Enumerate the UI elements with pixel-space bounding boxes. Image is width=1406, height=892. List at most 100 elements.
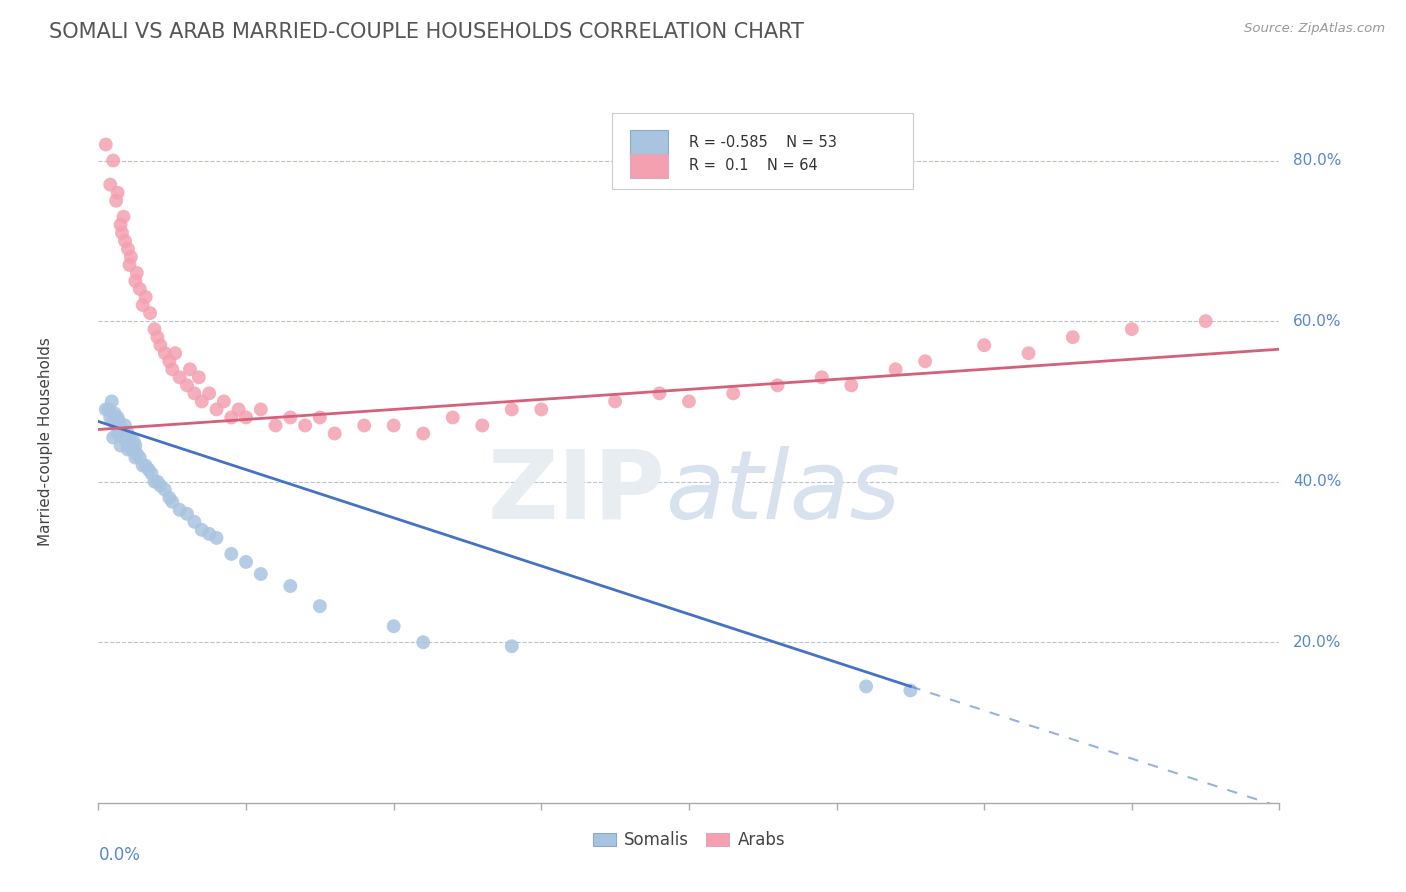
Point: [382, 418, 405, 433]
Point: [810, 370, 832, 384]
Point: [264, 418, 287, 433]
Point: [121, 442, 143, 457]
Point: [124, 274, 146, 288]
Point: [169, 502, 191, 516]
Point: [135, 458, 157, 473]
Point: [221, 547, 243, 561]
FancyBboxPatch shape: [630, 153, 668, 178]
Point: [157, 491, 180, 505]
Point: [128, 450, 150, 465]
Point: [766, 378, 789, 392]
Legend: Somalis, Arabs: Somalis, Arabs: [586, 824, 792, 856]
Point: [198, 526, 221, 541]
Point: [900, 683, 922, 698]
Point: [205, 402, 228, 417]
Point: [114, 234, 136, 248]
Text: ZIP: ZIP: [488, 446, 665, 539]
Text: 20.0%: 20.0%: [1294, 635, 1341, 649]
Point: [100, 394, 122, 409]
Point: [112, 210, 135, 224]
Point: [1062, 330, 1084, 344]
Text: 80.0%: 80.0%: [1294, 153, 1341, 168]
Point: [120, 438, 142, 452]
FancyBboxPatch shape: [630, 130, 668, 155]
Point: [841, 378, 863, 392]
Point: [110, 438, 132, 452]
Point: [294, 418, 316, 433]
Point: [309, 410, 332, 425]
Point: [1195, 314, 1218, 328]
Point: [212, 394, 235, 409]
Point: [191, 394, 214, 409]
Point: [103, 153, 125, 168]
Point: [124, 450, 146, 465]
Point: [501, 639, 523, 653]
Point: [678, 394, 700, 409]
Text: R =  0.1    N = 64: R = 0.1 N = 64: [689, 158, 818, 173]
Point: [149, 478, 172, 492]
Point: [149, 338, 172, 352]
Point: [110, 218, 132, 232]
FancyBboxPatch shape: [612, 112, 914, 189]
Point: [105, 194, 128, 208]
Point: [112, 430, 135, 444]
Point: [179, 362, 201, 376]
Point: [855, 680, 877, 694]
Point: [132, 458, 155, 473]
Point: [107, 186, 129, 200]
Point: [183, 386, 205, 401]
Point: [412, 635, 434, 649]
Point: [125, 266, 148, 280]
Point: [98, 178, 121, 192]
Point: [205, 531, 228, 545]
Point: [94, 137, 117, 152]
Point: [221, 410, 243, 425]
Point: [124, 438, 146, 452]
Point: [128, 282, 150, 296]
Point: [162, 494, 183, 508]
Point: [111, 422, 134, 436]
Point: [198, 386, 221, 401]
Point: [235, 410, 257, 425]
Point: [228, 402, 250, 417]
Point: [103, 414, 125, 428]
Text: 40.0%: 40.0%: [1294, 475, 1341, 489]
Point: [108, 414, 131, 428]
Point: [501, 402, 523, 417]
Point: [1121, 322, 1143, 336]
Point: [111, 226, 134, 240]
Point: [353, 418, 375, 433]
Point: [169, 370, 191, 384]
Point: [157, 354, 180, 368]
Point: [723, 386, 745, 401]
Point: [135, 290, 157, 304]
Point: [117, 442, 139, 457]
Point: [176, 507, 198, 521]
Point: [250, 567, 273, 582]
Point: [250, 402, 273, 417]
Point: [884, 362, 907, 376]
Point: [114, 418, 136, 433]
Point: [143, 475, 166, 489]
Point: [107, 426, 129, 441]
Point: [1018, 346, 1040, 360]
Point: [138, 462, 160, 476]
Point: [914, 354, 936, 368]
Point: [530, 402, 553, 417]
Point: [143, 322, 166, 336]
Text: Married-couple Households: Married-couple Households: [38, 337, 53, 546]
Point: [176, 378, 198, 392]
Point: [118, 258, 141, 272]
Point: [309, 599, 332, 614]
Point: [471, 418, 494, 433]
Point: [973, 338, 995, 352]
Text: 0.0%: 0.0%: [98, 847, 141, 864]
Point: [280, 410, 302, 425]
Point: [132, 298, 155, 312]
Point: [323, 426, 346, 441]
Point: [648, 386, 671, 401]
Point: [382, 619, 405, 633]
Point: [141, 467, 163, 481]
Point: [183, 515, 205, 529]
Text: Source: ZipAtlas.com: Source: ZipAtlas.com: [1244, 22, 1385, 36]
